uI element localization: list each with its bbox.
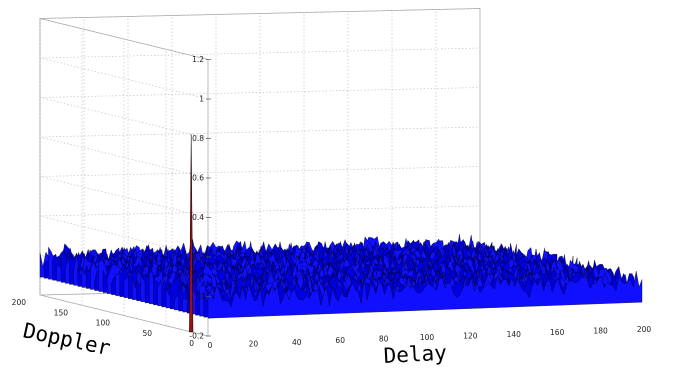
x-tick-label: 0	[208, 341, 213, 350]
x-tick-label: 180	[593, 327, 608, 336]
y-tick-label: 50	[142, 329, 152, 338]
x-tick-label: 80	[379, 335, 389, 344]
x-tick-label: 160	[550, 328, 565, 337]
z-tick-label: 0	[199, 292, 204, 301]
z-tick-label: 0.4	[192, 213, 204, 222]
z-gridline	[39, 205, 481, 258]
z-tick-label: -0.2	[189, 332, 204, 341]
z-gridline	[39, 166, 481, 218]
peak-spike	[189, 134, 194, 333]
x-tick-label: 140	[507, 330, 522, 339]
x-tick-label: 120	[463, 331, 478, 340]
z-tick-label: 1	[199, 95, 204, 104]
x-tick-label: 100	[420, 333, 435, 342]
z-tick-label: 0.6	[192, 174, 204, 183]
z-tick-label: 1.2	[192, 55, 204, 64]
z-gridline	[39, 8, 481, 60]
surface-row	[207, 270, 643, 319]
z-tick-label: 0.2	[192, 253, 204, 262]
x-axis-label: Delay	[383, 341, 447, 368]
x-tick-label: 20	[249, 339, 259, 348]
y-tick-label: 150	[54, 308, 69, 317]
z-tick-label: 0.8	[192, 134, 204, 143]
tick-labels: -0.200.20.40.60.811.20 20 40 60 80 100 120 140 1…	[12, 55, 652, 350]
x-tick-label: 60	[335, 336, 345, 345]
surface-mesh	[39, 234, 643, 319]
y-tick-label: 0	[189, 339, 194, 348]
x-tick-label: 200	[637, 325, 652, 334]
peak-spike-mark	[189, 134, 194, 333]
y-tick-label: 200	[12, 298, 27, 307]
y-tick-label: 100	[96, 319, 111, 328]
z-gridline	[39, 87, 481, 139]
x-tick-label: 40	[292, 338, 302, 347]
z-gridline	[39, 47, 481, 100]
